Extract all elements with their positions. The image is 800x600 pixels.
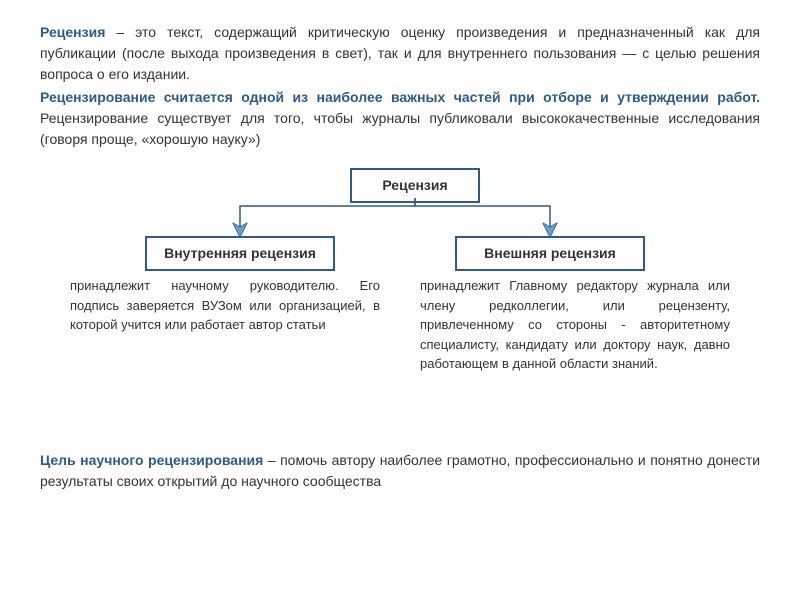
diagram-left-box: Внутренняя рецензия [145,236,335,271]
right-description: принадлежит Главному редактору журнала и… [420,276,730,374]
connector-right [415,198,550,230]
paragraph-3: Цель научного рецензирования – помочь ав… [40,450,760,492]
diagram-right-box: Внешняя рецензия [455,236,645,271]
para3-lead: Цель научного рецензирования [40,452,263,468]
diagram-left-label: Внутренняя рецензия [164,245,316,261]
diagram-right-label: Внешняя рецензия [484,245,616,261]
left-description: принадлежит научному руководителю. Его п… [70,276,380,374]
paragraph-2: Рецензирование считается одной из наибол… [40,87,760,150]
diagram-root-label: Рецензия [382,177,447,193]
para1-rest: – это текст, содержащий критическую оцен… [40,24,760,82]
description-row: принадлежит научному руководителю. Его п… [40,276,760,374]
para2-rest: Рецензирование существует для того, чтоб… [40,110,760,147]
para2-bold: Рецензирование считается одной из наибол… [40,89,760,105]
para1-lead: Рецензия [40,24,105,40]
diagram-area: Рецензия Внутренняя рецензия Внешняя рец… [40,168,760,428]
connector-left [240,198,415,230]
paragraph-1: Рецензия – это текст, содержащий критиче… [40,22,760,85]
